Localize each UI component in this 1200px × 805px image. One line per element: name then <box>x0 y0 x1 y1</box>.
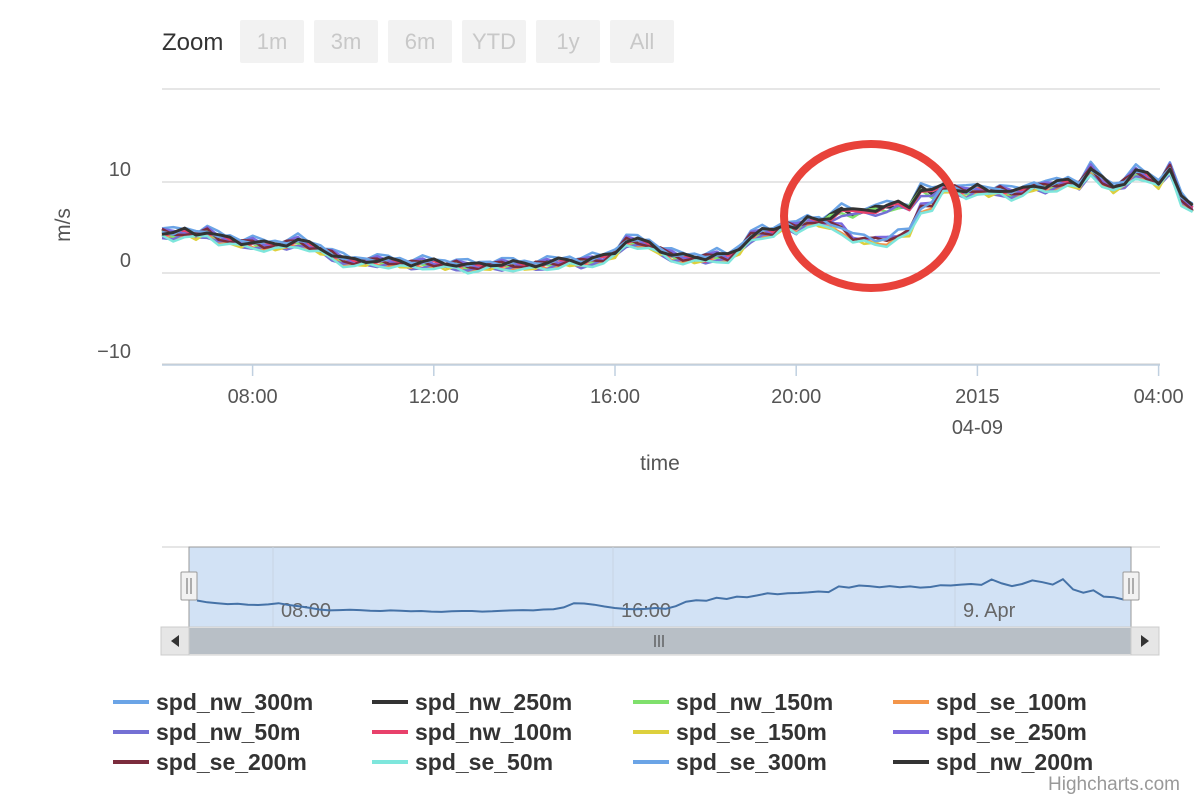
series-lines <box>161 160 1194 275</box>
navigator-series-line <box>196 577 1125 613</box>
legend-item-spd_se_250m[interactable]: spd_se_250m <box>893 719 1087 745</box>
y-tick-labels: 10 0 −10 <box>97 159 131 363</box>
legend-label: spd_nw_150m <box>676 689 833 715</box>
legend-item-spd_se_100m[interactable]: spd_se_100m <box>893 689 1087 715</box>
y-axis-label: m/s <box>52 208 75 242</box>
x-tick-sublabel: 04-09 <box>952 417 1003 439</box>
series-line-spd_nw_200m <box>161 167 1194 269</box>
zoom-button-all-label: All <box>630 29 654 54</box>
zoom-button-all[interactable]: All <box>610 20 674 63</box>
legend-label: spd_nw_200m <box>936 749 1093 775</box>
scrollbar-thumb[interactable] <box>189 628 1131 654</box>
legend-item-spd_nw_100m[interactable]: spd_nw_100m <box>372 719 572 745</box>
legend-item-spd_nw_250m[interactable]: spd_nw_250m <box>372 689 572 715</box>
series-line-spd_se_50m <box>161 170 1194 275</box>
grid-lines <box>162 181 1160 365</box>
zoom-button-1m-label: 1m <box>257 29 288 54</box>
zoom-button-6m[interactable]: 6m <box>388 20 452 63</box>
scrollbar[interactable] <box>160 626 1160 656</box>
legend: spd_nw_300m spd_nw_250m spd_nw_150m spd_se_… <box>113 689 1093 775</box>
legend-label: spd_se_200m <box>156 749 307 775</box>
legend-item-spd_se_50m[interactable]: spd_se_50m <box>372 749 553 775</box>
zoom-button-3m-label: 3m <box>331 29 362 54</box>
legend-label: spd_nw_250m <box>415 689 572 715</box>
x-tick-label: 08:00 <box>228 386 278 408</box>
legend-label: spd_nw_50m <box>156 719 300 745</box>
legend-label: spd_nw_300m <box>156 689 313 715</box>
legend-item-spd_nw_300m[interactable]: spd_nw_300m <box>113 689 313 715</box>
zoom-button-3m[interactable]: 3m <box>314 20 378 63</box>
navigator-tick-label: 08:00 <box>281 600 331 622</box>
y-tick-label: 10 <box>109 159 131 181</box>
zoom-label: Zoom <box>162 29 223 56</box>
zoom-button-ytd[interactable]: YTD <box>462 20 526 63</box>
legend-item-spd_nw_50m[interactable]: spd_nw_50m <box>113 719 300 745</box>
y-tick-label: 0 <box>120 250 131 272</box>
zoom-button-1y-label: 1y <box>556 29 579 54</box>
navigator-grid <box>272 547 956 627</box>
navigator-left-handle[interactable] <box>180 571 198 601</box>
arrow-left-icon <box>171 635 179 647</box>
x-tick-label: 12:00 <box>409 386 459 408</box>
legend-label: spd_se_250m <box>936 719 1087 745</box>
credits-link[interactable]: Highcharts.com <box>1048 774 1180 795</box>
legend-item-spd_se_200m[interactable]: spd_se_200m <box>113 749 307 775</box>
scrollbar-grip-icon <box>654 635 664 647</box>
legend-label: spd_se_50m <box>415 749 553 775</box>
zoom-button-1y[interactable]: 1y <box>536 20 600 63</box>
zoom-button-ytd-label: YTD <box>472 29 516 54</box>
legend-label: spd_se_300m <box>676 749 827 775</box>
x-tick-label: 16:00 <box>590 386 640 408</box>
navigator-tick-labels: 08:00 16:00 9. Apr <box>281 600 1016 622</box>
x-tick-label: 2015 <box>955 386 1000 408</box>
legend-label: spd_nw_100m <box>415 719 572 745</box>
legend-label: spd_se_150m <box>676 719 827 745</box>
scrollbar-left-button[interactable] <box>160 626 190 656</box>
arrow-right-icon <box>1141 635 1149 647</box>
annotation-circle <box>780 140 962 292</box>
x-axis-label: time <box>640 452 680 475</box>
navigator-tick-label: 9. Apr <box>963 600 1016 622</box>
zoom-button-1m[interactable]: 1m <box>240 20 304 63</box>
scrollbar-right-button[interactable] <box>1130 626 1160 656</box>
navigator-tick-label: 16:00 <box>621 600 671 622</box>
legend-item-spd_se_300m[interactable]: spd_se_300m <box>633 749 827 775</box>
series-line-spd_se_200m <box>161 163 1194 271</box>
navigator-right-handle[interactable] <box>1122 571 1140 601</box>
y-tick-label: −10 <box>97 341 131 363</box>
x-tick-label: 04:00 <box>1134 386 1184 408</box>
legend-label: spd_se_100m <box>936 689 1087 715</box>
legend-item-spd_nw_150m[interactable]: spd_nw_150m <box>633 689 833 715</box>
x-tick-labels: 08:00 12:00 16:00 20:00 2015 04-09 04:00 <box>228 365 1184 439</box>
x-tick-label: 20:00 <box>771 386 821 408</box>
legend-item-spd_nw_200m[interactable]: spd_nw_200m <box>893 749 1093 775</box>
zoom-button-6m-label: 6m <box>405 29 436 54</box>
legend-item-spd_se_150m[interactable]: spd_se_150m <box>633 719 827 745</box>
